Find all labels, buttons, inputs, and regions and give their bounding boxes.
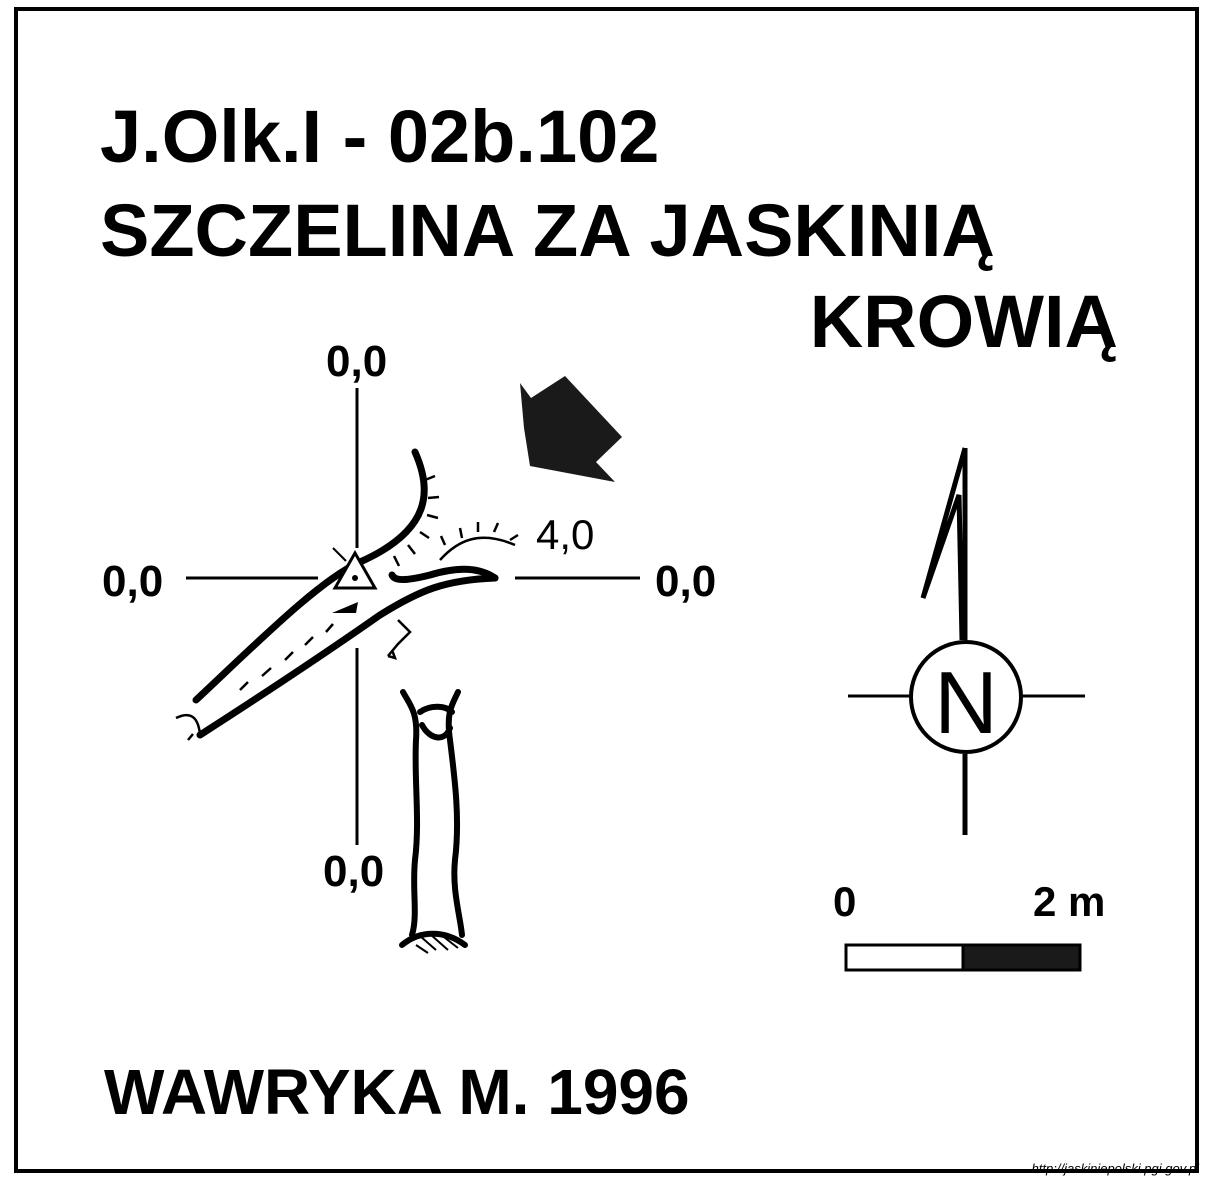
cave-name-line1: SZCZELINA ZA JASKINIĄ: [100, 189, 995, 272]
map-frame: [14, 7, 1199, 1173]
source-link[interactable]: http://jaskiniepolski.pgi.gov.pl: [1031, 1161, 1199, 1176]
entrance-arrow-icon: [520, 376, 622, 482]
axis-label-right: 0,0: [655, 557, 717, 606]
axis-label-top: 0,0: [326, 337, 388, 386]
north-arrow: N: [848, 447, 1085, 835]
compass-circle: [909, 640, 1023, 754]
survey-station-icon: [332, 547, 378, 590]
reference-cross: [186, 388, 640, 845]
slope-arrow-icon: [332, 602, 358, 613]
cave-hatching: [175, 474, 519, 741]
cave-outline: [192, 448, 499, 739]
compass-letter: N: [934, 653, 998, 752]
cross-section-hatching: [415, 933, 459, 954]
axis-label-bottom: 0,0: [323, 847, 385, 896]
cave-wall-south: [196, 574, 499, 739]
scale-label-end: 2 m: [1033, 878, 1106, 925]
cave-wall-side: [388, 565, 499, 583]
cave-name-line2: KROWIĄ: [809, 280, 1118, 363]
cave-code-title: J.Olk.I - 02b.102: [100, 95, 660, 178]
north-needle-icon: [920, 447, 968, 641]
author-credit: WAWRYKA M. 1996: [104, 1056, 690, 1128]
cave-cross-section: [399, 689, 468, 948]
axis-label-left: 0,0: [102, 557, 164, 606]
scale-label-start: 0: [833, 878, 857, 925]
scale-bar: [844, 943, 1082, 972]
depth-label: 4,0: [536, 511, 595, 558]
